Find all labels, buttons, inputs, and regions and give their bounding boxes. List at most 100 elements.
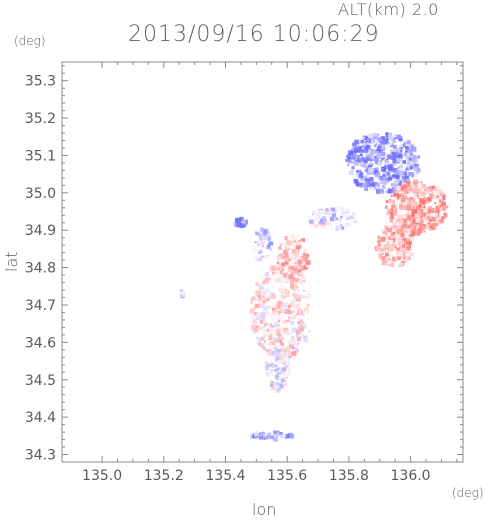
echo-cell bbox=[385, 173, 388, 176]
echo-cell bbox=[275, 432, 280, 437]
echo-cell bbox=[181, 294, 185, 297]
echo-cell bbox=[423, 204, 425, 207]
echo-cell bbox=[261, 290, 267, 296]
echo-cell bbox=[275, 372, 279, 377]
echo-cell bbox=[406, 178, 411, 183]
echo-cell bbox=[239, 223, 244, 228]
echo-cell bbox=[402, 205, 406, 208]
echo-cell bbox=[385, 200, 389, 204]
echo-cell bbox=[298, 263, 301, 266]
echo-cell bbox=[375, 150, 379, 155]
echo-cell bbox=[396, 223, 402, 229]
echo-cell bbox=[381, 151, 386, 157]
echo-cell bbox=[390, 225, 395, 230]
echo-cell bbox=[287, 368, 291, 372]
echo-cell bbox=[294, 347, 298, 351]
echo-cell bbox=[297, 321, 301, 325]
echo-cell bbox=[294, 278, 299, 283]
echo-cell bbox=[401, 175, 407, 181]
echo-cell bbox=[298, 264, 301, 268]
echo-cell bbox=[301, 238, 306, 243]
echo-cell bbox=[299, 294, 304, 299]
echo-cell bbox=[425, 221, 429, 225]
echo-cell bbox=[428, 187, 433, 192]
echo-cell bbox=[393, 203, 398, 208]
echo-cell bbox=[284, 364, 287, 368]
echo-cell bbox=[283, 379, 286, 383]
echo-cell bbox=[277, 314, 282, 319]
echo-cell bbox=[400, 248, 403, 251]
echo-cell bbox=[308, 330, 311, 333]
echo-cell bbox=[433, 185, 436, 188]
echo-cell bbox=[421, 183, 427, 189]
echo-cell bbox=[295, 345, 298, 348]
echo-cell bbox=[287, 280, 290, 283]
echo-cell bbox=[285, 259, 288, 263]
echo-cell bbox=[380, 157, 384, 161]
echo-cell bbox=[299, 322, 302, 325]
echo-cell bbox=[381, 227, 385, 231]
echo-cell bbox=[282, 295, 286, 299]
echo-cell bbox=[417, 225, 422, 230]
echo-cell bbox=[279, 382, 284, 386]
echo-cell bbox=[315, 214, 319, 218]
echo-cell bbox=[263, 320, 267, 323]
echo-cell bbox=[259, 244, 262, 246]
echo-cell bbox=[388, 170, 392, 174]
echo-cell bbox=[411, 152, 414, 155]
echo-cell bbox=[359, 160, 362, 162]
echo-cell bbox=[433, 212, 438, 217]
echo-cell bbox=[285, 247, 289, 251]
echo-cell bbox=[346, 219, 349, 222]
echo-cell bbox=[392, 229, 396, 233]
echo-cell bbox=[261, 288, 264, 290]
echo-cell bbox=[385, 212, 389, 216]
y-tick-label: 34.7 bbox=[25, 298, 56, 314]
echo-cell bbox=[436, 208, 441, 213]
y-tick-label: 34.6 bbox=[25, 335, 56, 351]
echo-cell bbox=[418, 218, 424, 224]
echo-cell bbox=[278, 369, 281, 373]
echo-cell bbox=[335, 217, 339, 221]
echo-cell bbox=[282, 303, 288, 308]
echo-cell bbox=[336, 206, 341, 211]
echo-cell bbox=[401, 243, 406, 248]
echo-cell bbox=[387, 134, 393, 139]
echo-cell bbox=[406, 148, 412, 153]
echo-cell bbox=[387, 176, 392, 181]
echo-cell bbox=[260, 238, 263, 241]
echo-cell bbox=[393, 249, 395, 252]
echo-cell bbox=[355, 181, 360, 187]
echo-cell bbox=[266, 372, 269, 375]
echo-cell bbox=[391, 237, 396, 242]
echo-cell bbox=[274, 338, 279, 343]
echo-cell bbox=[398, 214, 403, 219]
echo-cell bbox=[441, 200, 445, 203]
echo-cell bbox=[405, 260, 408, 263]
echo-cell bbox=[265, 333, 268, 336]
echo-cell bbox=[292, 315, 297, 319]
echo-cell bbox=[344, 225, 348, 228]
echo-cell bbox=[332, 213, 336, 218]
echo-cell bbox=[388, 258, 391, 261]
echo-cell bbox=[266, 244, 271, 249]
echo-cell bbox=[399, 204, 405, 210]
echo-cell bbox=[399, 186, 404, 192]
echo-cell bbox=[284, 356, 288, 361]
echo-cell bbox=[397, 231, 401, 235]
echo-cell bbox=[385, 132, 389, 136]
echo-cell bbox=[279, 340, 283, 343]
x-tick-label: 135.0 bbox=[82, 468, 122, 484]
echo-cell bbox=[402, 194, 407, 199]
echo-cell bbox=[364, 150, 368, 154]
echo-cell bbox=[370, 181, 376, 187]
echo-cell bbox=[275, 344, 279, 349]
echo-cell bbox=[263, 289, 267, 293]
echo-cell bbox=[390, 263, 394, 267]
echo-cell bbox=[362, 183, 366, 188]
echo-cell bbox=[282, 373, 287, 378]
echo-cell bbox=[264, 246, 268, 250]
echo-cell bbox=[270, 315, 276, 321]
echo-cell bbox=[274, 335, 279, 339]
echo-cell bbox=[297, 278, 300, 281]
